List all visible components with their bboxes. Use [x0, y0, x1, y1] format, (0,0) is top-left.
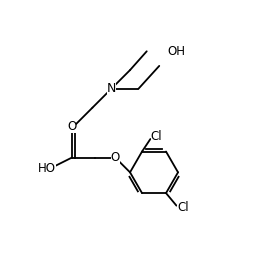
Text: HO: HO — [38, 162, 56, 175]
Text: Cl: Cl — [151, 130, 163, 143]
Text: N: N — [107, 82, 116, 95]
Text: OH: OH — [167, 45, 185, 58]
Text: O: O — [67, 120, 76, 133]
Text: O: O — [111, 151, 120, 164]
Text: Cl: Cl — [177, 201, 188, 214]
